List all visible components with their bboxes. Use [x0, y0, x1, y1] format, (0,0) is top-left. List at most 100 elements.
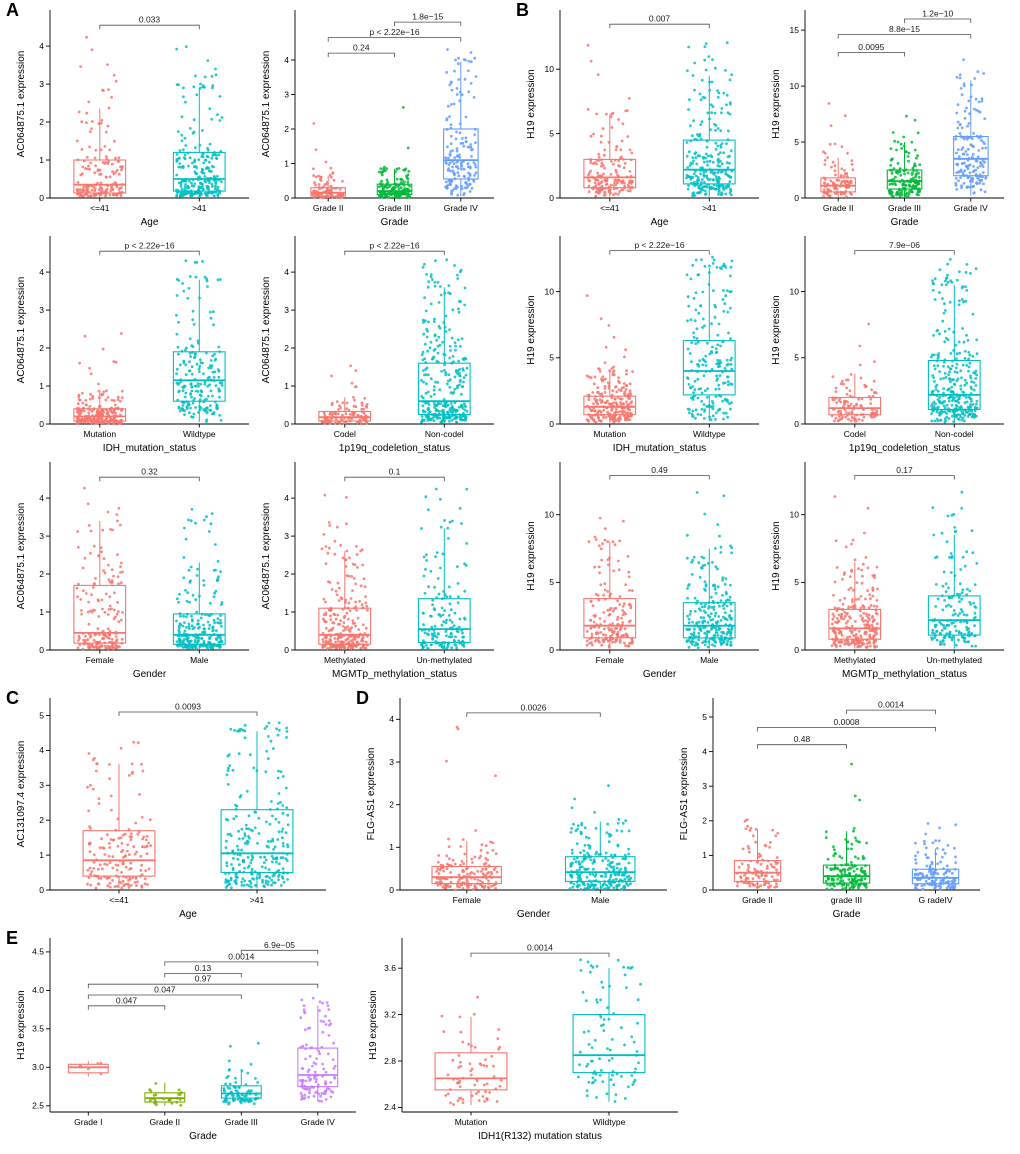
svg-text:<=41: <=41: [600, 203, 620, 213]
svg-text:0.24: 0.24: [353, 43, 370, 53]
svg-text:5: 5: [549, 353, 554, 363]
svg-text:3: 3: [39, 305, 44, 315]
svg-text:0: 0: [794, 193, 799, 203]
boxplot-grade: 0 1 2 3 4 AC064875.1 expression Grade II Grade …: [259, 4, 504, 230]
panel-label-c: C: [6, 688, 19, 708]
boxplot-1p19q-codeletion-status: 0 5 10 H19 expression Codel Non-codel 7.9e−06 1…: [769, 230, 1014, 456]
svg-text:Wildtype: Wildtype: [693, 429, 726, 439]
svg-text:10: 10: [545, 64, 555, 74]
svg-text:2: 2: [39, 569, 44, 579]
svg-text:5: 5: [794, 137, 799, 147]
svg-text:>41: >41: [192, 203, 207, 213]
svg-text:2: 2: [39, 343, 44, 353]
svg-text:Non-codel: Non-codel: [425, 429, 464, 439]
boxplot-svg: 0 5 10 15 H19 expression Grade II Grade III Gra…: [771, 9, 1004, 228]
figure-row-2: C 0 1 2 3 4 5 AC131097.4 expression <=41 >41 0.00…: [0, 688, 1020, 922]
svg-text:1.2e−10: 1.2e−10: [922, 9, 953, 19]
panel-label-b: B: [516, 0, 529, 20]
boxplot-gender: 0 5 10 H19 expression Female Male 0.49 Gender: [524, 456, 769, 682]
svg-text:3: 3: [284, 305, 289, 315]
panel-label-d: D: [356, 688, 369, 708]
svg-text:Grade III: Grade III: [888, 203, 921, 213]
boxplot-mgmtp-methylation-status: 0 1 2 3 4 AC064875.1 expression Methylated Un-m…: [259, 456, 504, 682]
svg-text:2: 2: [284, 343, 289, 353]
boxplot-age: 0 5 10 H19 expression <=41 >41 0.007 Age: [524, 4, 769, 230]
svg-text:<=41: <=41: [90, 203, 110, 213]
svg-text:p < 2.22e−16: p < 2.22e−16: [634, 240, 684, 250]
svg-text:1: 1: [284, 158, 289, 168]
svg-text:IDH_mutation_status: IDH_mutation_status: [103, 443, 196, 454]
svg-text:AC064875.1 expression: AC064875.1 expression: [16, 51, 27, 158]
svg-text:1: 1: [284, 381, 289, 391]
svg-text:MGMTp_methylation_status: MGMTp_methylation_status: [332, 669, 457, 680]
svg-text:10: 10: [545, 510, 555, 520]
svg-text:1.8e−15: 1.8e−15: [412, 12, 443, 22]
svg-text:Grade III: Grade III: [378, 203, 411, 213]
svg-text:AC064875.1 expression: AC064875.1 expression: [16, 277, 27, 384]
svg-text:0: 0: [549, 193, 554, 203]
svg-text:Codel: Codel: [334, 429, 356, 439]
svg-text:4: 4: [39, 41, 44, 51]
boxplot-svg: 0 1 2 3 4 AC064875.1 expression Mutation Wildty…: [16, 236, 249, 454]
boxplot-mgmtp-methylation-status: 0 5 10 H19 expression Methylated Un-methylate…: [769, 456, 1014, 682]
svg-text:0: 0: [39, 645, 44, 655]
svg-text:AC064875.1 expression: AC064875.1 expression: [16, 503, 27, 610]
svg-text:0: 0: [39, 419, 44, 429]
figure-row-1: A 0 1 2 3 4 AC064875.1 expression <=41 >41 0.033…: [0, 0, 1014, 682]
svg-text:8.8e−15: 8.8e−15: [889, 24, 920, 34]
boxplot-idh1-r132-mutation-status: 2.4 2.8 3.2 3.6 H19 expression Mutation Wildty…: [366, 932, 688, 1144]
svg-text:p < 2.22e−16: p < 2.22e−16: [124, 241, 174, 251]
svg-text:Gender: Gender: [133, 669, 167, 680]
svg-text:5: 5: [794, 577, 799, 587]
svg-text:Mutation: Mutation: [593, 429, 626, 439]
svg-text:>41: >41: [702, 203, 717, 213]
svg-text:0: 0: [549, 419, 554, 429]
svg-text:Grade IV: Grade IV: [954, 203, 988, 213]
svg-text:H19 expression: H19 expression: [771, 521, 782, 590]
boxplot-idh-mutation-status: 0 1 2 3 4 AC064875.1 expression Mutation Wildty…: [14, 230, 259, 456]
svg-text:2: 2: [284, 124, 289, 134]
svg-text:AC064875.1 expression: AC064875.1 expression: [261, 51, 272, 158]
svg-text:0.1: 0.1: [389, 467, 401, 477]
boxplot-svg: 0 5 10 H19 expression Mutation Wildtype p < 2.…: [526, 236, 759, 454]
svg-text:Age: Age: [141, 217, 159, 228]
svg-text:AC064875.1 expression: AC064875.1 expression: [261, 277, 272, 384]
boxplot-grade: 0 1 2 3 4 5 FLG-AS1 expression Grade II grade II…: [677, 692, 990, 922]
svg-text:3: 3: [284, 89, 289, 99]
boxplot-svg: 0 1 2 3 4 AC064875.1 expression Codel Non-codel…: [261, 236, 494, 454]
panel-A: A 0 1 2 3 4 AC064875.1 expression <=41 >41 0.033…: [0, 0, 510, 682]
svg-text:1p19q_codeletion_status: 1p19q_codeletion_status: [339, 443, 450, 454]
svg-text:Methylated: Methylated: [324, 655, 366, 665]
svg-text:Grade IV: Grade IV: [444, 203, 478, 213]
svg-text:4: 4: [39, 267, 44, 277]
svg-text:H19 expression: H19 expression: [526, 69, 537, 138]
svg-text:0.0095: 0.0095: [858, 42, 884, 52]
boxplot-grade: 0 5 10 15 H19 expression Grade II Grade III Gra…: [769, 4, 1014, 230]
boxplot-svg: 0 5 10 H19 expression Female Male 0.49 Gender: [526, 462, 759, 680]
svg-text:H19 expression: H19 expression: [771, 295, 782, 364]
svg-text:Codel: Codel: [844, 429, 866, 439]
svg-text:4: 4: [284, 55, 289, 65]
svg-text:Male: Male: [190, 655, 209, 665]
panel-d-plots: 0 1 2 3 4 FLG-AS1 expression Female Male 0.0026 G…: [350, 688, 1020, 922]
panel-D: D 0 1 2 3 4 FLG-AS1 expression Female Male 0.002…: [350, 688, 1020, 922]
panel-label-a: A: [6, 0, 19, 20]
svg-text:1p19q_codeletion_status: 1p19q_codeletion_status: [849, 443, 960, 454]
svg-text:2: 2: [39, 117, 44, 127]
svg-text:0: 0: [39, 193, 44, 203]
svg-text:H19 expression: H19 expression: [526, 295, 537, 364]
svg-text:1: 1: [39, 381, 44, 391]
panel-a-plots: 0 1 2 3 4 AC064875.1 expression <=41 >41 0.033 Ag…: [0, 0, 510, 682]
svg-text:H19 expression: H19 expression: [771, 69, 782, 138]
svg-text:5: 5: [794, 353, 799, 363]
svg-text:3: 3: [39, 531, 44, 541]
svg-text:2: 2: [284, 569, 289, 579]
boxplot-age: 0 1 2 3 4 AC064875.1 expression <=41 >41 0.033 Ag…: [14, 4, 259, 230]
boxplot-gender: 0 1 2 3 4 FLG-AS1 expression Female Male 0.0026 G…: [364, 692, 677, 922]
svg-text:AC064875.1 expression: AC064875.1 expression: [261, 503, 272, 610]
svg-text:Grade: Grade: [381, 217, 409, 228]
svg-text:0: 0: [284, 419, 289, 429]
